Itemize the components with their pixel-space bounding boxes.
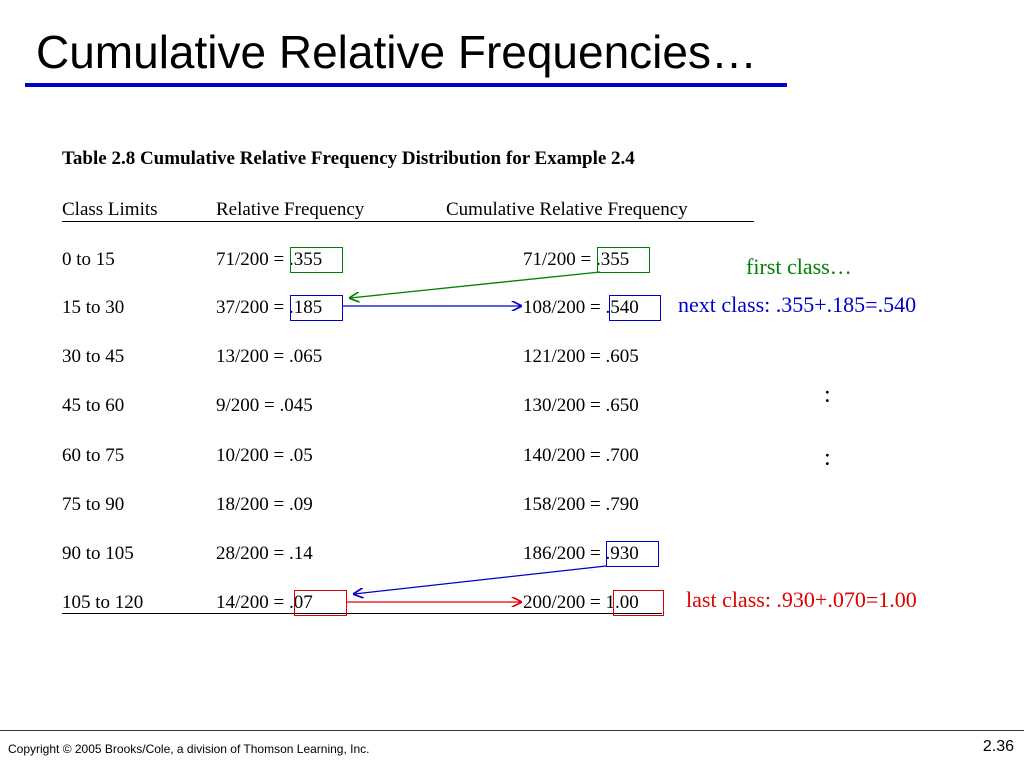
arrow-penultimate-to-last xyxy=(354,565,607,594)
cell-class-limits: 90 to 105 xyxy=(62,543,134,564)
highlight-box-penultimate-cumulative xyxy=(606,541,659,567)
ellipsis-colon: : xyxy=(824,382,831,408)
title-underline xyxy=(25,83,787,87)
highlight-box-first-cumulative xyxy=(597,247,650,273)
annotation-next-class: next class: .355+.185=.540 xyxy=(678,292,917,317)
cell-class-limits: 105 to 120 xyxy=(62,592,144,613)
cell-cumulative-frequency: 158/200 = .790 xyxy=(523,494,639,515)
header-class-limits: Class Limits xyxy=(62,199,158,220)
highlight-box-last-cumulative xyxy=(613,590,664,616)
highlight-box-second-cumulative xyxy=(609,295,661,321)
footer-copyright: Copyright © 2005 Brooks/Cole, a division… xyxy=(8,742,370,756)
slide-title: Cumulative Relative Frequencies… xyxy=(36,26,757,78)
cell-cumulative-frequency: 121/200 = .605 xyxy=(523,346,639,367)
page-number: 2.36 xyxy=(982,738,1014,755)
annotation-first-class: first class… xyxy=(746,254,852,279)
table-caption: Table 2.8 Cumulative Relative Frequency … xyxy=(62,148,635,169)
highlight-box-second-relative xyxy=(290,295,343,321)
cell-relative-frequency: 13/200 = .065 xyxy=(216,346,323,367)
annotation-last-class: last class: .930+.070=1.00 xyxy=(686,587,917,612)
header-cumulative-relative-frequency: Cumulative Relative Frequency xyxy=(446,199,688,220)
cell-class-limits: 15 to 30 xyxy=(62,297,125,318)
cell-cumulative-frequency: 130/200 = .650 xyxy=(523,395,639,416)
cell-cumulative-frequency: 186/200 = .930 xyxy=(523,543,639,564)
cell-relative-frequency: 37/200 = .185 xyxy=(216,297,323,318)
cell-relative-frequency: 18/200 = .09 xyxy=(216,494,313,515)
cell-class-limits: 60 to 75 xyxy=(62,445,125,466)
cell-class-limits: 30 to 45 xyxy=(62,346,125,367)
cell-cumulative-frequency: 140/200 = .700 xyxy=(523,445,639,466)
footer-rule xyxy=(0,730,1024,731)
cell-relative-frequency: 28/200 = .14 xyxy=(216,543,313,564)
cell-cumulative-frequency: 71/200 = .355 xyxy=(523,249,630,270)
highlight-box-last-relative xyxy=(294,590,347,616)
cell-class-limits: 0 to 15 xyxy=(62,249,115,270)
header-rule xyxy=(62,221,754,222)
arrow-first-to-second xyxy=(350,271,601,298)
header-relative-frequency: Relative Frequency xyxy=(216,199,365,220)
cell-relative-frequency: 9/200 = .045 xyxy=(216,395,313,416)
table-bottom-rule xyxy=(62,613,662,614)
ellipsis-colon: : xyxy=(824,445,831,471)
cell-relative-frequency: 14/200 = .07 xyxy=(216,592,313,613)
cell-cumulative-frequency: 200/200 = 1.00 xyxy=(523,592,639,613)
cell-relative-frequency: 71/200 = .355 xyxy=(216,249,323,270)
cell-relative-frequency: 10/200 = .05 xyxy=(216,445,313,466)
cell-class-limits: 75 to 90 xyxy=(62,494,125,515)
highlight-box-first-relative xyxy=(290,247,343,273)
cell-class-limits: 45 to 60 xyxy=(62,395,125,416)
